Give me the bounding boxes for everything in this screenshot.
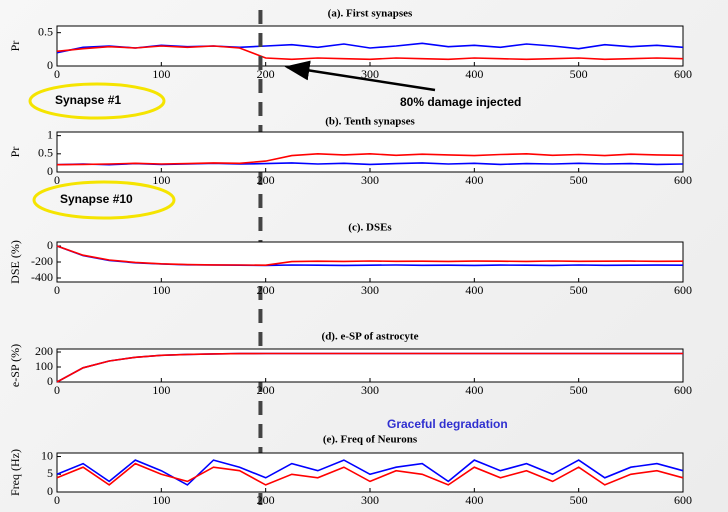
data-line xyxy=(56,152,684,166)
data-line xyxy=(56,245,684,267)
x-tick-label: 100 xyxy=(152,67,170,81)
chart-title: (e). Freq of Neurons xyxy=(323,434,418,446)
x-tick-label: 600 xyxy=(674,173,692,187)
x-tick-label: 500 xyxy=(570,383,588,397)
x-tick-label: 600 xyxy=(674,493,692,507)
x-tick-label: 200 xyxy=(257,383,275,397)
y-tick-label: 1 xyxy=(47,127,53,141)
y-tick-label: 10 xyxy=(41,448,53,462)
x-tick-label: 0 xyxy=(54,173,60,187)
x-tick-label: 200 xyxy=(257,283,275,297)
x-tick-label: 400 xyxy=(465,283,483,297)
x-tick-label: 0 xyxy=(54,67,60,81)
data-line xyxy=(56,352,683,383)
y-axis-label: e-SP (%) xyxy=(8,344,22,387)
y-axis-label: Freq (Hz) xyxy=(8,449,22,496)
x-tick-label: 0 xyxy=(54,283,60,297)
x-tick-label: 300 xyxy=(361,493,379,507)
x-tick-label: 400 xyxy=(465,493,483,507)
x-tick-label: 300 xyxy=(361,283,379,297)
x-tick-label: 100 xyxy=(152,383,170,397)
chart-title: (b). Tenth synapses xyxy=(325,116,415,128)
highlight-ellipse xyxy=(28,82,166,120)
x-tick-label: 400 xyxy=(465,383,483,397)
x-tick-label: 500 xyxy=(570,493,588,507)
y-tick-label: -400 xyxy=(31,270,53,284)
x-tick-label: 200 xyxy=(257,493,275,507)
x-tick-label: 0 xyxy=(54,493,60,507)
x-tick-label: 300 xyxy=(361,383,379,397)
y-tick-label: 0.5 xyxy=(38,24,53,38)
chart-title: (d). e-SP of astrocyte xyxy=(322,331,419,343)
annotation: 80% damage injected xyxy=(400,95,521,109)
y-axis-label: Pr xyxy=(8,41,22,52)
x-tick-label: 600 xyxy=(674,67,692,81)
chart-title: (c). DSEs xyxy=(348,222,392,234)
x-tick-label: 300 xyxy=(361,67,379,81)
x-tick-label: 600 xyxy=(674,283,692,297)
arrow xyxy=(284,60,436,92)
x-tick-label: 400 xyxy=(465,173,483,187)
y-tick-label: 0 xyxy=(47,164,53,178)
chart-title: (a). First synapses xyxy=(328,8,413,20)
x-tick-label: 100 xyxy=(152,173,170,187)
highlight-ellipse xyxy=(32,180,176,220)
y-tick-label: 0 xyxy=(47,238,53,252)
x-tick-label: 500 xyxy=(570,67,588,81)
annotation: Graceful degradation xyxy=(387,417,508,431)
y-axis-label: DSE (%) xyxy=(8,240,22,284)
y-tick-label: 100 xyxy=(35,359,53,373)
data-line xyxy=(56,45,684,61)
y-tick-label: -200 xyxy=(31,254,53,268)
x-tick-label: 500 xyxy=(570,173,588,187)
x-tick-label: 0 xyxy=(54,383,60,397)
x-tick-label: 600 xyxy=(674,383,692,397)
annotation: Synapse #1 xyxy=(55,93,121,107)
x-tick-label: 400 xyxy=(465,67,483,81)
y-tick-label: 0.5 xyxy=(38,146,53,160)
x-tick-label: 200 xyxy=(257,67,275,81)
x-tick-label: 500 xyxy=(570,283,588,297)
y-axis-label: Pr xyxy=(8,147,22,158)
x-tick-label: 200 xyxy=(257,173,275,187)
x-tick-label: 100 xyxy=(152,493,170,507)
plot-area xyxy=(56,452,684,493)
data-line xyxy=(56,459,684,486)
y-tick-label: 5 xyxy=(47,466,53,480)
annotation: Synapse #10 xyxy=(60,192,133,206)
y-tick-label: 0 xyxy=(47,374,53,388)
x-tick-label: 300 xyxy=(361,173,379,187)
y-tick-label: 200 xyxy=(35,344,53,358)
y-tick-label: 0 xyxy=(47,484,53,498)
data-line xyxy=(56,462,684,486)
plot-area xyxy=(56,131,684,173)
x-tick-label: 100 xyxy=(152,283,170,297)
y-tick-label: 0 xyxy=(47,58,53,72)
